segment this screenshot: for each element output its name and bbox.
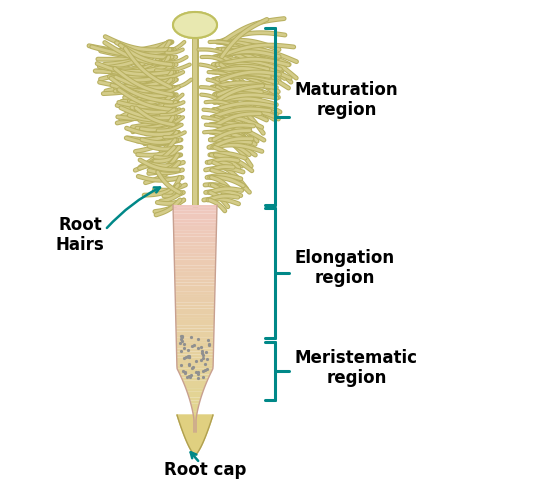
Polygon shape: [174, 268, 215, 271]
Polygon shape: [176, 357, 213, 363]
Polygon shape: [176, 352, 214, 355]
Polygon shape: [174, 260, 216, 265]
Polygon shape: [193, 412, 197, 415]
Polygon shape: [174, 254, 216, 257]
Polygon shape: [185, 386, 205, 389]
Polygon shape: [186, 389, 204, 392]
Polygon shape: [176, 320, 214, 326]
Polygon shape: [176, 340, 214, 343]
Polygon shape: [175, 305, 215, 308]
Polygon shape: [177, 415, 213, 455]
Polygon shape: [174, 234, 216, 237]
Polygon shape: [187, 392, 203, 398]
Polygon shape: [174, 257, 216, 260]
Ellipse shape: [173, 12, 217, 38]
Polygon shape: [175, 280, 215, 283]
Polygon shape: [173, 222, 217, 225]
Polygon shape: [174, 265, 216, 268]
Polygon shape: [177, 363, 213, 366]
Polygon shape: [175, 314, 214, 317]
Polygon shape: [176, 349, 214, 352]
Polygon shape: [173, 211, 217, 214]
Polygon shape: [177, 366, 213, 369]
Polygon shape: [175, 308, 215, 314]
Text: Maturation
region: Maturation region: [295, 81, 399, 119]
Polygon shape: [175, 285, 215, 291]
Polygon shape: [173, 219, 217, 222]
Polygon shape: [189, 398, 201, 400]
Polygon shape: [175, 297, 215, 302]
Polygon shape: [194, 420, 196, 423]
Polygon shape: [176, 328, 214, 331]
Polygon shape: [192, 409, 198, 412]
Polygon shape: [176, 343, 214, 349]
Polygon shape: [181, 378, 209, 380]
Polygon shape: [176, 355, 214, 357]
Polygon shape: [176, 326, 214, 328]
Text: Elongation
region: Elongation region: [295, 248, 395, 287]
Polygon shape: [180, 375, 210, 378]
Polygon shape: [176, 331, 214, 337]
Polygon shape: [175, 294, 215, 297]
Polygon shape: [174, 243, 216, 245]
Text: Root cap: Root cap: [164, 461, 246, 479]
Polygon shape: [173, 208, 217, 211]
Polygon shape: [190, 403, 199, 409]
Polygon shape: [175, 271, 215, 277]
Polygon shape: [175, 283, 215, 285]
Polygon shape: [173, 214, 217, 219]
Polygon shape: [174, 245, 216, 248]
Polygon shape: [182, 380, 208, 386]
Ellipse shape: [173, 12, 217, 38]
Text: Root
Hairs: Root Hairs: [55, 216, 104, 254]
Polygon shape: [194, 423, 196, 426]
Polygon shape: [176, 337, 214, 340]
Polygon shape: [193, 415, 197, 420]
Polygon shape: [190, 400, 200, 403]
Polygon shape: [174, 237, 216, 243]
Polygon shape: [173, 205, 217, 208]
Polygon shape: [175, 277, 215, 280]
Polygon shape: [177, 369, 213, 375]
Polygon shape: [174, 231, 216, 234]
Polygon shape: [175, 291, 215, 294]
Polygon shape: [175, 302, 215, 305]
Polygon shape: [176, 317, 214, 320]
Text: Meristematic
region: Meristematic region: [295, 349, 418, 387]
Polygon shape: [173, 225, 216, 231]
Polygon shape: [174, 248, 216, 254]
Polygon shape: [194, 426, 196, 432]
